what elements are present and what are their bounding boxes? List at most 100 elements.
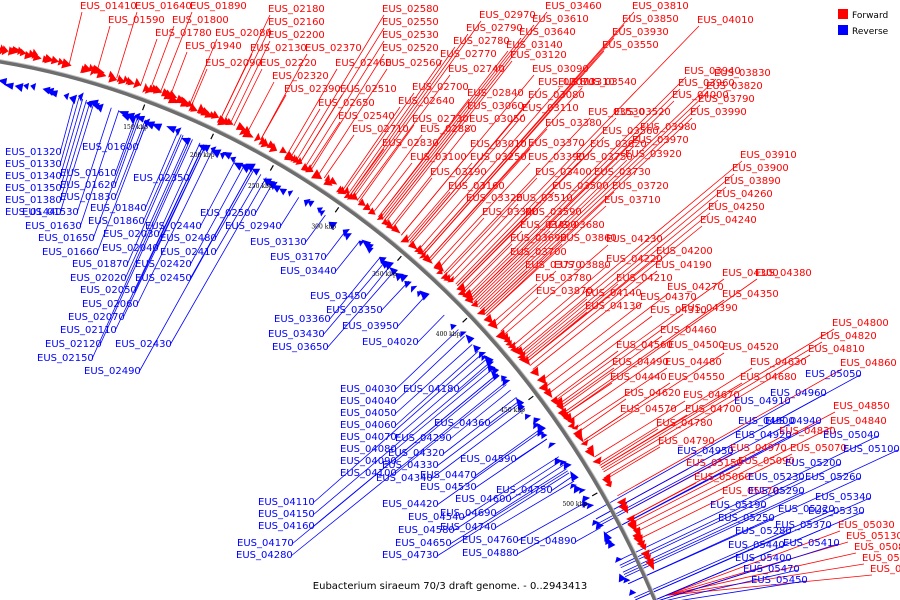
leader-line [448,203,519,278]
leader-line [407,191,451,242]
forward-gene-arrow [210,110,220,119]
forward-gene-arrow [476,307,485,315]
forward-gene-label: EUS_01940 [185,41,242,52]
forward-gene-label: EUS_03810 [632,1,689,12]
forward-gene-label: EUS_04440 [610,372,667,383]
leader-line [394,375,500,463]
reverse-gene-label: EUS_04330 [382,460,439,471]
reverse-gene-arrow [517,402,525,411]
reverse-gene-arrow [586,503,595,510]
forward-gene-arrow [28,49,36,58]
leader-line [550,476,572,492]
forward-gene-arrow [538,381,548,392]
forward-gene-arrow [621,505,629,514]
forward-gene-arrow [626,514,635,523]
forward-gene-label: EUS_05030 [838,520,895,531]
forward-gene-arrow [323,177,333,186]
leader-line [396,296,426,328]
forward-gene-label: EUS_03560 [602,126,659,137]
forward-gene-arrow [543,387,553,398]
leader-line [59,96,76,154]
reverse-gene-arrow [473,344,482,353]
forward-gene-label: EUS_03730 [594,167,651,178]
forward-gene-label: EUS_03940 [684,66,741,77]
forward-gene-arrow [483,313,493,324]
forward-gene-label: EUS_05060 [694,472,751,483]
forward-gene-label: EUS_03890 [724,176,781,187]
leader-line [560,367,615,407]
forward-gene-arrow [239,126,246,136]
leader-line [607,446,661,479]
leader-line [122,145,206,319]
reverse-gene-arrow [63,92,70,101]
leader-line [436,472,570,557]
reverse-gene-label: EUS_04040 [340,396,397,407]
reverse-gene-arrow [252,168,261,176]
leader-line [659,558,791,600]
leader-line [367,134,423,209]
leader-line [400,74,535,236]
reverse-gene-arrow [78,92,84,102]
reverse-gene-label: EUS_01350 [5,183,62,194]
leader-line [318,68,388,175]
forward-gene-label: EUS_02560 [385,58,442,69]
reverse-gene-arrow [23,82,30,90]
leader-line [394,350,479,427]
forward-gene-label: EUS_02080 [215,28,272,39]
forward-gene-label: EUS_04210 [616,273,673,284]
reverse-gene-label: EUS_02060 [82,299,139,310]
leader-line [445,177,538,275]
forward-gene-label: EUS_04300 [722,268,779,279]
leader-line [624,449,899,578]
leader-line [358,124,415,203]
reverse-gene-arrow [419,290,430,301]
leader-line [463,243,513,293]
leader-line [229,40,271,125]
leader-line [223,27,271,122]
leader-line [394,335,465,403]
leader-line [394,359,487,439]
leader-line [529,225,703,367]
leader-line [584,352,725,443]
reverse-gene-label: EUS_04900 [738,416,795,427]
forward-gene-label: EUS_02200 [268,30,325,41]
leader-line [421,24,625,254]
leader-line [492,283,538,323]
forward-gene-arrow [367,207,376,215]
forward-gene-arrow [556,401,565,412]
leader-line [394,344,473,415]
forward-gene-label: EUS_04490 [612,357,669,368]
forward-gene-label: EUS_04460 [660,325,717,336]
forward-gene-label: EUS_03920 [625,149,682,160]
reverse-gene-label: EUS_02050 [80,285,137,296]
forward-gene-label: EUS_01640 [135,1,192,12]
leader-line [349,46,456,196]
reverse-gene-label: EUS_01610 [60,168,117,179]
leader-line [324,229,347,259]
scale-tick-mark [591,492,598,497]
forward-gene-arrow [639,543,647,551]
forward-gene-arrow [133,77,141,89]
leader-line [190,68,208,107]
reverse-gene-label: EUS_03350 [326,305,383,316]
forward-gene-label: EUS_02540 [338,111,395,122]
forward-gene-arrow [127,78,135,86]
forward-gene-label: EUS_01590 [108,15,165,26]
reverse-gene-arrow [230,156,237,163]
forward-gene-label: EUS_04130 [585,301,642,312]
forward-gene-arrow [357,198,366,206]
forward-gene-label: EUS_04190 [655,260,712,271]
forward-gene-arrow [19,48,27,57]
forward-gene-label: EUS_03820 [706,81,763,92]
reverse-gene-arrow [3,82,14,90]
reverse-gene-label: EUS_04290 [395,433,452,444]
leader-line [478,78,717,308]
reverse-gene-label: EUS_01830 [60,192,117,203]
reverse-gene-arrow [181,137,191,145]
forward-gene-label: EUS_02740 [448,64,505,75]
leader-line [430,148,531,261]
leader-line [138,169,253,373]
forward-gene-label: EUS_03680 [548,220,605,231]
reverse-gene-arrow [342,229,350,237]
leader-line [411,113,525,245]
